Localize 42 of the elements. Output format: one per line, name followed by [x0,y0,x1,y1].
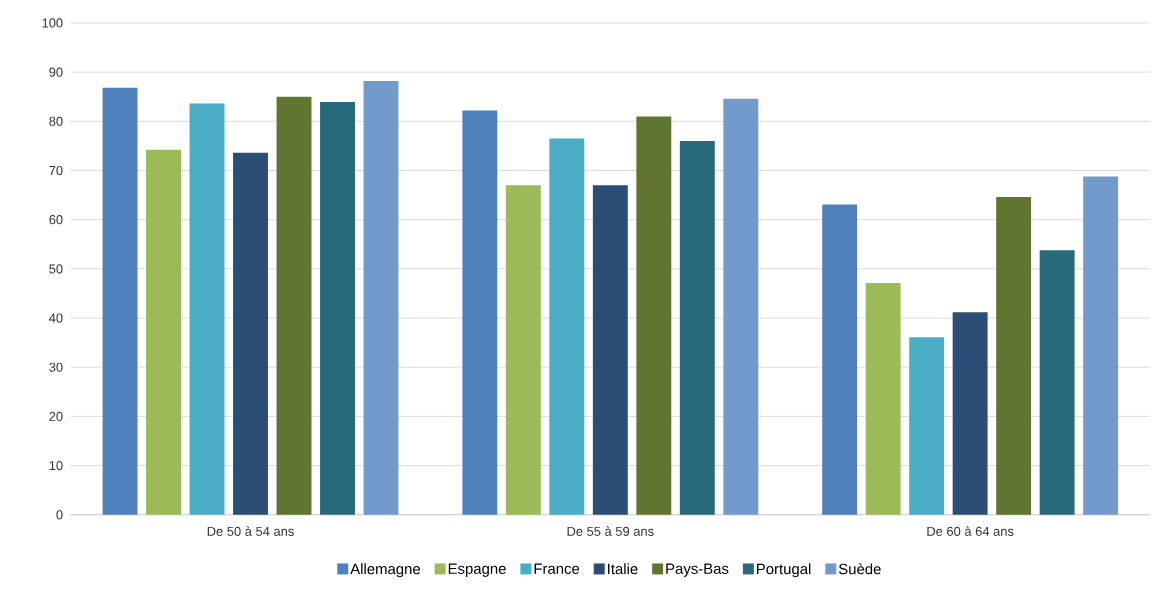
legend-label: Espagne [448,563,506,578]
legend-label: France [534,563,580,575]
bar [723,98,759,515]
y-tick-label: 60 [49,215,63,225]
bar [1039,250,1075,515]
bar [636,116,672,515]
y-tick-label: 40 [49,313,63,323]
bar [505,185,541,515]
legend-label: Pays-Bas [666,563,729,578]
bar [320,102,355,515]
bar [462,110,498,515]
legend-label: Italie [608,563,638,575]
y-tick-label: 70 [49,166,63,176]
bar [549,138,585,515]
bar [276,96,312,515]
y-tick-label: 10 [49,461,63,471]
bar [146,150,181,515]
bar [679,141,715,515]
y-tick-label: 100 [42,18,63,28]
y-tick-label: 80 [49,116,63,127]
bar [363,81,399,515]
bar [1083,176,1119,515]
x-tick-label: De 55 à 59 ans [567,526,654,537]
y-tick-label: 0 [56,510,63,520]
bar [996,197,1032,515]
bar [909,337,945,515]
legend-label: Suède [838,563,881,575]
legend-label: Portugal [757,563,811,578]
y-tick-label: 50 [49,264,63,274]
y-tick-label: 90 [49,67,63,77]
x-tick-label: De 50 à 54 ans [207,526,294,537]
bar [865,283,901,515]
bar [592,185,628,515]
y-tick-label: 30 [49,362,63,373]
legend-label: Allemagne [350,563,420,578]
bar [952,312,988,515]
bar [102,88,138,515]
y-tick-label: 20 [49,412,63,422]
x-tick-label: De 60 à 64 ans [927,526,1014,537]
bar [233,152,268,515]
bar [822,204,858,515]
bar [189,103,225,515]
